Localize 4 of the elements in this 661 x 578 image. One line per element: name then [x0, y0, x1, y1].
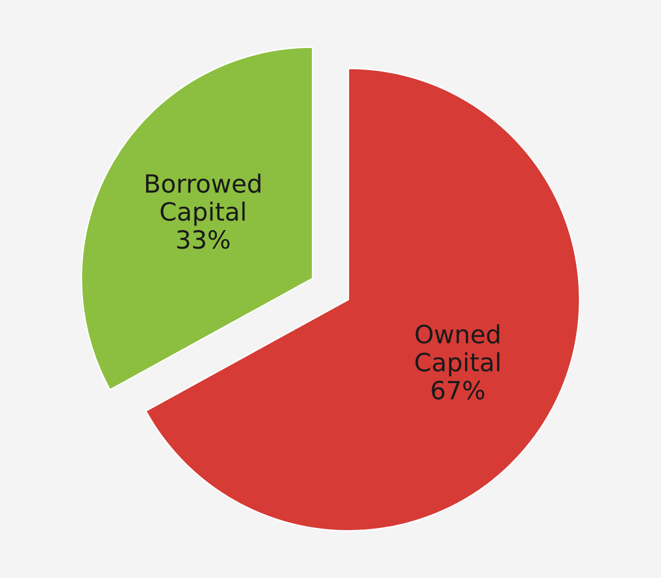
- slice-label: Owned Capital: [415, 324, 500, 376]
- data-label: 67%: [432, 380, 484, 400]
- data-label: 33%: [177, 230, 230, 249]
- slice-label: Borrowed Capital: [146, 174, 260, 226]
